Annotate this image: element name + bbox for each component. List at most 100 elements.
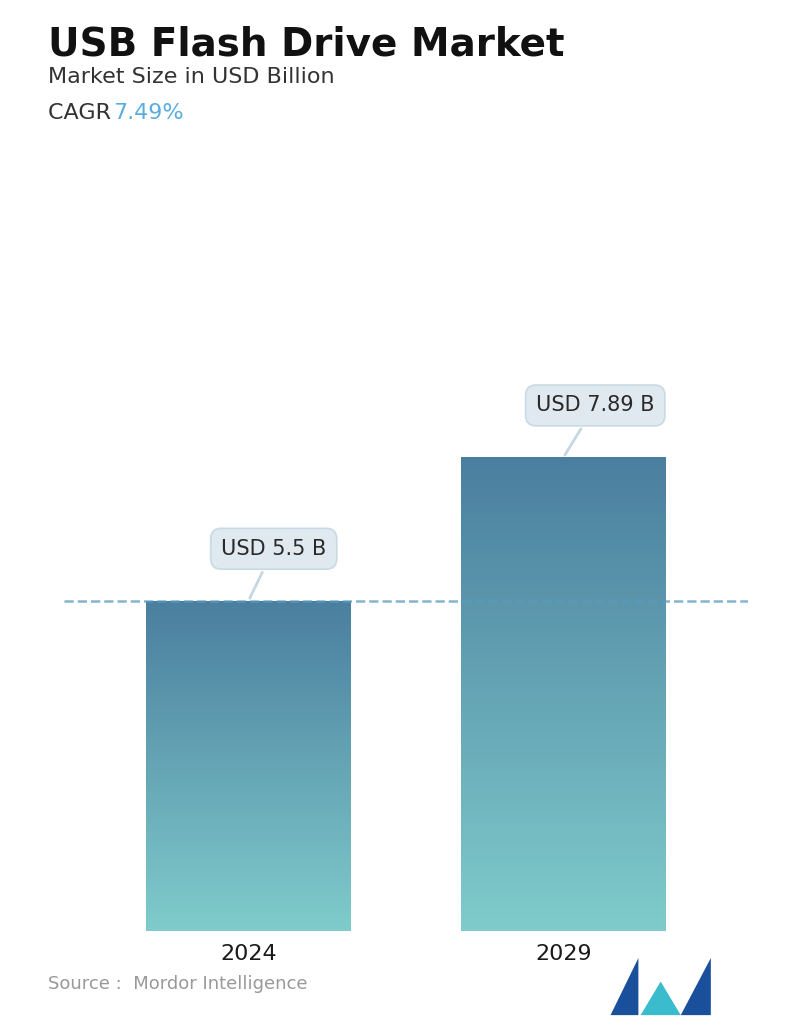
Bar (461, 726, 666, 727)
Bar (461, 927, 666, 929)
Bar (461, 762, 666, 763)
Bar (461, 847, 666, 848)
Bar (461, 642, 666, 643)
Bar (461, 899, 666, 900)
Bar (461, 796, 666, 798)
Bar (461, 835, 666, 837)
Bar (461, 597, 666, 598)
Bar (461, 529, 666, 530)
Bar (461, 830, 666, 831)
Bar (461, 478, 666, 479)
Bar (461, 536, 666, 537)
Bar (461, 554, 666, 556)
Bar (461, 917, 666, 919)
Bar (461, 778, 666, 779)
Bar (461, 591, 666, 592)
Bar (461, 748, 666, 750)
Text: USD 5.5 B: USD 5.5 B (221, 539, 326, 599)
Bar (461, 599, 666, 600)
Bar (461, 908, 666, 909)
Bar (461, 528, 666, 529)
Bar (461, 580, 666, 581)
Bar (461, 656, 666, 657)
Bar (461, 681, 666, 682)
Bar (461, 594, 666, 595)
Bar (461, 873, 666, 874)
Bar (461, 622, 666, 624)
Bar (461, 811, 666, 812)
Bar (461, 907, 666, 908)
Bar (461, 858, 666, 859)
Bar (461, 505, 666, 506)
Bar (461, 695, 666, 696)
Polygon shape (611, 957, 638, 1015)
Bar (461, 601, 666, 602)
Bar (461, 641, 666, 642)
Bar (461, 624, 666, 625)
Bar (461, 887, 666, 888)
Bar (461, 758, 666, 759)
Bar (461, 516, 666, 517)
Bar (461, 631, 666, 632)
Bar (461, 574, 666, 575)
Bar (461, 742, 666, 743)
Bar (461, 768, 666, 769)
Bar (461, 912, 666, 913)
Bar (461, 496, 666, 497)
Bar (461, 658, 666, 659)
Bar (461, 552, 666, 553)
Bar (461, 672, 666, 673)
Bar (461, 590, 666, 591)
Bar (461, 674, 666, 675)
Text: Market Size in USD Billion: Market Size in USD Billion (48, 67, 334, 87)
Bar (461, 548, 666, 549)
Text: USB Flash Drive Market: USB Flash Drive Market (48, 26, 564, 64)
Bar (461, 781, 666, 783)
Bar (461, 510, 666, 511)
Bar (461, 739, 666, 740)
Bar (461, 731, 666, 732)
Bar (461, 476, 666, 477)
Bar (461, 541, 666, 542)
Bar (461, 683, 666, 686)
Bar (461, 833, 666, 834)
Bar (461, 538, 666, 540)
Bar (461, 855, 666, 856)
Bar (461, 620, 666, 621)
Bar (461, 703, 666, 704)
Bar (461, 520, 666, 521)
Bar (461, 795, 666, 796)
Bar (461, 504, 666, 505)
Bar (461, 464, 666, 465)
Bar (461, 866, 666, 868)
Bar (461, 671, 666, 672)
Bar (461, 680, 666, 681)
Bar (461, 457, 666, 459)
Polygon shape (681, 957, 711, 1015)
Bar (461, 488, 666, 489)
Bar (461, 851, 666, 852)
Bar (461, 562, 666, 565)
Bar (461, 698, 666, 699)
Bar (461, 650, 666, 651)
Bar (461, 804, 666, 807)
Bar (461, 542, 666, 543)
Bar (461, 670, 666, 671)
Bar (461, 764, 666, 766)
Bar (461, 534, 666, 535)
Bar (461, 526, 666, 527)
Bar (461, 468, 666, 469)
Bar (461, 584, 666, 585)
Bar (461, 828, 666, 830)
Bar (461, 734, 666, 735)
Text: USD 7.89 B: USD 7.89 B (536, 395, 654, 455)
Bar (461, 646, 666, 647)
Bar (461, 472, 666, 473)
Bar (461, 581, 666, 582)
Bar (461, 760, 666, 761)
Bar (461, 561, 666, 562)
Bar (461, 470, 666, 472)
Bar (461, 763, 666, 764)
Bar (461, 906, 666, 907)
Bar (461, 744, 666, 746)
